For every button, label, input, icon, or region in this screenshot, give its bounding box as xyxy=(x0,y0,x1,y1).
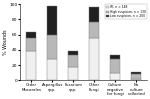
Bar xyxy=(47,59,57,80)
Bar xyxy=(47,35,57,59)
Bar xyxy=(131,72,141,74)
Bar xyxy=(110,55,120,59)
Bar xyxy=(131,74,141,79)
Bar xyxy=(68,55,78,67)
Bar xyxy=(89,7,99,22)
Legend: IFI, n = 148, High suspicion, n = 130, Low suspicion, n = 200: IFI, n = 148, High suspicion, n = 130, L… xyxy=(105,4,147,20)
Bar xyxy=(110,59,120,73)
Bar xyxy=(68,51,78,55)
Bar xyxy=(131,79,141,80)
Bar xyxy=(26,51,36,80)
Bar xyxy=(68,67,78,80)
Bar xyxy=(110,73,120,80)
Bar xyxy=(89,39,99,80)
Bar xyxy=(89,22,99,39)
Y-axis label: % Wounds: % Wounds xyxy=(3,29,8,55)
Bar xyxy=(26,38,36,51)
Bar xyxy=(47,6,57,35)
Bar xyxy=(26,32,36,38)
